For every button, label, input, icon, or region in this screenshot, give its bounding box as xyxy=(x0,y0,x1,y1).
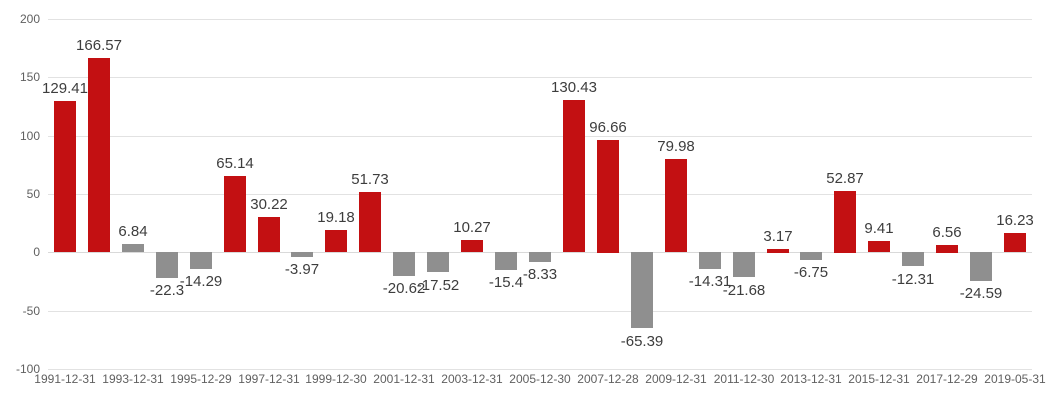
x-tick-label: 2017-12-29 xyxy=(916,372,978,386)
bar-value-label: 129.41 xyxy=(42,80,88,97)
x-tick-label: 1999-12-30 xyxy=(305,372,367,386)
bar-value-label: 51.73 xyxy=(351,171,389,188)
bar-value-label: 6.84 xyxy=(118,223,148,240)
bar-value-label: 10.27 xyxy=(453,219,491,236)
bar-value-label: -17.52 xyxy=(416,277,460,294)
x-tick-label: 2005-12-30 xyxy=(509,372,571,386)
bar[interactable] xyxy=(597,140,619,253)
bar-value-label: 96.66 xyxy=(589,119,627,136)
bar-value-label: 19.18 xyxy=(317,209,355,226)
bar[interactable] xyxy=(359,192,381,252)
bar[interactable] xyxy=(258,217,280,252)
bar[interactable] xyxy=(665,159,687,252)
x-tick-label: 2019-05-31 xyxy=(984,372,1046,386)
y-tick-label: 100 xyxy=(19,129,40,143)
bar-value-label: -15.4 xyxy=(488,274,524,291)
bar-value-label: -8.33 xyxy=(522,266,558,283)
bar[interactable] xyxy=(427,252,449,272)
bar-value-label: -20.62 xyxy=(382,280,426,297)
y-tick-label: 150 xyxy=(19,70,40,84)
x-tick-label: 2007-12-28 xyxy=(577,372,639,386)
x-tick-label: 1991-12-31 xyxy=(34,372,96,386)
bar[interactable] xyxy=(393,252,415,276)
bar-value-label: -24.59 xyxy=(959,285,1003,302)
bar[interactable] xyxy=(224,176,246,252)
bar-value-label: -14.29 xyxy=(179,273,223,290)
y-tick-label: -50 xyxy=(22,304,40,318)
bar[interactable] xyxy=(190,252,212,269)
gridline xyxy=(48,19,1032,20)
bar[interactable] xyxy=(1004,233,1026,252)
bar[interactable] xyxy=(936,245,958,253)
bar[interactable] xyxy=(970,252,992,281)
x-tick-label: 1997-12-31 xyxy=(238,372,300,386)
bar[interactable] xyxy=(733,252,755,277)
bar-value-label: 79.98 xyxy=(657,138,695,155)
bar[interactable] xyxy=(529,252,551,262)
gridline xyxy=(48,311,1032,312)
bar-value-label: -3.97 xyxy=(284,261,320,278)
bar-value-label: 65.14 xyxy=(216,155,254,172)
bar[interactable] xyxy=(291,252,313,257)
bar-value-label: 16.23 xyxy=(996,212,1034,229)
bar[interactable] xyxy=(902,252,924,266)
y-tick-label: -100 xyxy=(15,362,40,376)
y-tick-label: 0 xyxy=(33,245,40,259)
bar[interactable] xyxy=(325,230,347,252)
x-tick-label: 2013-12-31 xyxy=(780,372,842,386)
bar-value-label: 166.57 xyxy=(76,37,122,54)
bar[interactable] xyxy=(631,252,653,328)
bar[interactable] xyxy=(122,244,144,252)
gridline xyxy=(48,136,1032,137)
y-tick-label: 50 xyxy=(26,187,40,201)
bar[interactable] xyxy=(834,191,856,253)
bar-value-label: 30.22 xyxy=(250,196,288,213)
x-tick-label: 1993-12-31 xyxy=(102,372,164,386)
x-tick-label: 2009-12-31 xyxy=(645,372,707,386)
bar-value-label: -6.75 xyxy=(793,264,829,281)
bar[interactable] xyxy=(156,252,178,278)
bar-value-label: 6.56 xyxy=(932,224,962,241)
x-tick-label: 2015-12-31 xyxy=(848,372,910,386)
bar-value-label: 3.17 xyxy=(763,228,793,245)
bar-value-label: -65.39 xyxy=(620,333,664,350)
bar[interactable] xyxy=(495,252,517,270)
bar-value-label: -12.31 xyxy=(891,271,935,288)
bar[interactable] xyxy=(461,240,483,252)
y-tick-label: 200 xyxy=(19,12,40,26)
bar[interactable] xyxy=(699,252,721,269)
gridline xyxy=(48,77,1032,78)
bar-value-label: -14.31 xyxy=(688,273,732,290)
bar-value-label: 9.41 xyxy=(864,220,894,237)
gridline xyxy=(48,194,1032,195)
bar-value-label: -22.3 xyxy=(149,282,185,299)
bar-value-label: 130.43 xyxy=(551,79,597,96)
x-tick-label: 2003-12-31 xyxy=(441,372,503,386)
bar[interactable] xyxy=(800,252,822,260)
bar-value-label: 52.87 xyxy=(826,170,864,187)
bar-value-label: -21.68 xyxy=(722,282,766,299)
bar[interactable] xyxy=(563,100,585,252)
bar[interactable] xyxy=(868,241,890,252)
bar[interactable] xyxy=(54,101,76,252)
x-tick-label: 2011-12-30 xyxy=(713,372,775,386)
x-tick-label: 2001-12-31 xyxy=(373,372,435,386)
bar[interactable] xyxy=(88,58,110,252)
x-tick-label: 1995-12-29 xyxy=(170,372,232,386)
bar[interactable] xyxy=(767,249,789,253)
gridline xyxy=(48,369,1032,370)
